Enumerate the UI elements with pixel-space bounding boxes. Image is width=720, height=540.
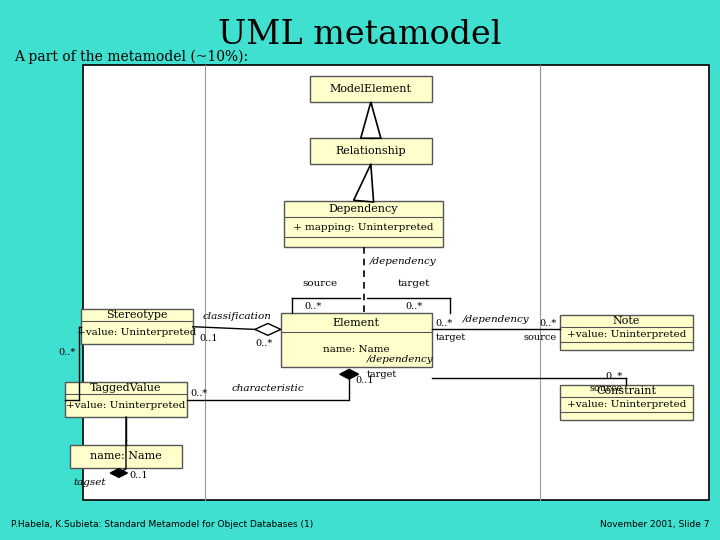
Text: Constraint: Constraint <box>596 386 657 396</box>
Text: 0..1: 0..1 <box>200 334 218 343</box>
FancyBboxPatch shape <box>560 314 693 350</box>
Text: 0..1: 0..1 <box>355 376 374 385</box>
Text: source: source <box>590 383 623 393</box>
Text: target: target <box>398 279 430 288</box>
Text: name: Name: name: Name <box>323 345 390 354</box>
Text: classification: classification <box>203 312 272 321</box>
Text: source: source <box>303 279 338 288</box>
Text: +value: Uninterpreted: +value: Uninterpreted <box>567 400 686 409</box>
Text: 0..*: 0..* <box>305 302 322 311</box>
FancyBboxPatch shape <box>281 313 432 367</box>
Text: Element: Element <box>333 318 380 328</box>
Polygon shape <box>361 102 381 138</box>
Text: Stereotype: Stereotype <box>106 310 168 320</box>
Text: ModelElement: ModelElement <box>330 84 412 94</box>
Text: characteristic: characteristic <box>232 384 305 393</box>
Text: 0..*: 0..* <box>436 320 453 328</box>
Text: +value: Uninterpreted: +value: Uninterpreted <box>77 328 197 338</box>
Text: A part of the metamodel (~10%):: A part of the metamodel (~10%): <box>14 50 248 64</box>
Polygon shape <box>255 323 281 335</box>
Text: target: target <box>367 370 397 379</box>
Text: 0..*: 0..* <box>191 389 208 397</box>
Text: November 2001, Slide 7: November 2001, Slide 7 <box>600 521 709 529</box>
Polygon shape <box>110 469 127 477</box>
Polygon shape <box>340 369 359 379</box>
Text: source: source <box>523 333 556 342</box>
Text: +value: Uninterpreted: +value: Uninterpreted <box>66 401 186 410</box>
FancyBboxPatch shape <box>70 445 181 468</box>
Text: target: target <box>436 333 466 342</box>
Text: UML metamodel: UML metamodel <box>218 19 502 51</box>
Text: P.Habela, K.Subieta: Standard Metamodel for Object Databases (1): P.Habela, K.Subieta: Standard Metamodel … <box>11 521 313 529</box>
FancyBboxPatch shape <box>284 201 443 247</box>
FancyBboxPatch shape <box>65 382 187 417</box>
Text: /dependency: /dependency <box>462 315 529 324</box>
Text: Note: Note <box>613 316 640 326</box>
FancyBboxPatch shape <box>0 509 720 540</box>
Text: 0..*: 0..* <box>539 320 556 328</box>
FancyBboxPatch shape <box>83 65 709 500</box>
Text: 0..*: 0..* <box>58 348 76 357</box>
Text: tagset: tagset <box>73 478 107 488</box>
Text: Dependency: Dependency <box>329 204 398 214</box>
Text: TaggedValue: TaggedValue <box>90 383 162 393</box>
FancyBboxPatch shape <box>81 309 193 345</box>
Text: 0..*: 0..* <box>256 339 273 348</box>
Text: +value: Uninterpreted: +value: Uninterpreted <box>567 330 686 339</box>
FancyBboxPatch shape <box>560 384 693 420</box>
Text: /dependency: /dependency <box>369 257 436 266</box>
Text: 0..*: 0..* <box>405 302 423 311</box>
FancyBboxPatch shape <box>310 76 432 102</box>
Text: 0..*: 0..* <box>606 372 623 381</box>
Text: /dependency: /dependency <box>367 355 434 364</box>
Text: Relationship: Relationship <box>336 146 406 156</box>
FancyBboxPatch shape <box>310 138 432 164</box>
Text: 0..1: 0..1 <box>130 471 148 480</box>
Text: name: Name: name: Name <box>90 451 162 461</box>
Text: + mapping: Uninterpreted: + mapping: Uninterpreted <box>293 222 434 232</box>
Polygon shape <box>354 164 374 202</box>
